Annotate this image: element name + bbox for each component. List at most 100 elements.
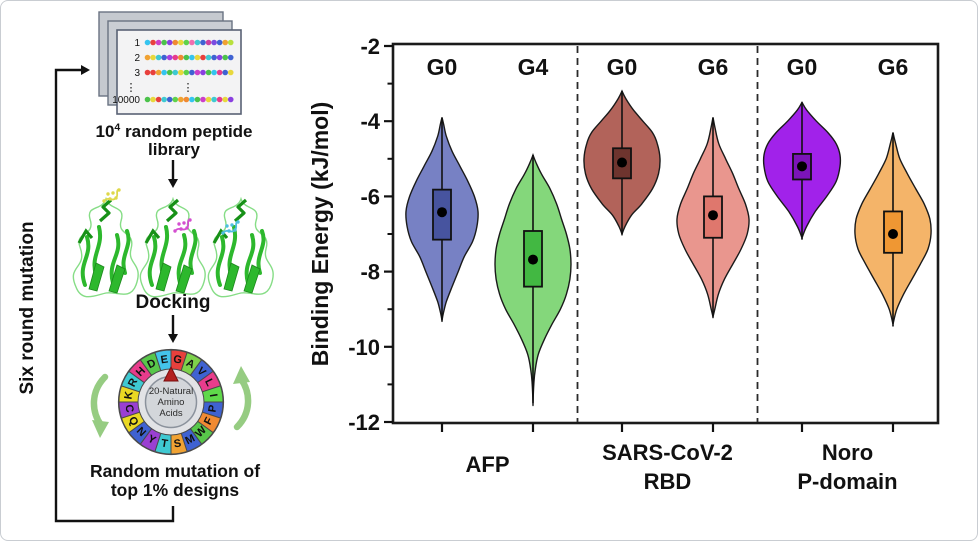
peptide-row-label: 2 <box>134 53 140 64</box>
peptide-residue-dot <box>178 96 184 103</box>
peptide-row: 1 <box>134 38 234 49</box>
wheel-center-line1: 20-Natural <box>148 386 194 397</box>
library-caption-superscript: 4 <box>114 121 121 133</box>
peptide-residue-dot <box>205 54 212 61</box>
peptide-residue-dot <box>189 39 195 46</box>
peptide-residue-dot <box>155 39 162 46</box>
peptide-residue-dot <box>178 69 184 76</box>
peptide-row: 2 <box>134 53 234 64</box>
peptide-residue-dot <box>183 96 190 103</box>
peptide-residue-dot <box>161 96 167 103</box>
mean-dot <box>437 207 447 218</box>
peptide-residue-dot <box>211 96 217 103</box>
violin-AFP-G4 <box>494 153 572 407</box>
library-caption-line2: library <box>148 139 200 159</box>
wheel-letter: T <box>160 438 169 451</box>
peptide-row-label: 10000 <box>112 95 140 106</box>
wheel-letter: K <box>122 390 135 400</box>
peptide-residue-dot <box>150 39 156 46</box>
violin-SARS-CoV-2-RBD-G0 <box>583 89 661 236</box>
rotation-arrow-left-icon <box>90 373 109 429</box>
peptide-residue-dot <box>166 69 173 76</box>
arrow-docking-to-mutation <box>168 315 178 343</box>
peptide-residue-dot <box>216 69 223 76</box>
wheel-letter: F <box>202 415 216 427</box>
peptide-residue-dot <box>222 54 228 61</box>
group-label-line1: SARS-CoV-2 <box>602 440 733 465</box>
peptide-residue-dot <box>200 39 206 46</box>
peptide-residue-dot <box>222 96 228 103</box>
protein-structure <box>207 196 274 298</box>
peptide-residue-dot <box>194 39 201 46</box>
row-ellipsis: ⋮ <box>126 82 137 94</box>
y-tick-label: -8 <box>360 260 380 285</box>
peptide-residue-dot <box>161 39 167 46</box>
peptide-residue-dot <box>227 39 234 46</box>
peptide-residue-dot <box>161 54 167 61</box>
peptide-residue-dot <box>150 54 156 61</box>
y-tick-label: -4 <box>360 109 380 134</box>
violin-Noro-P-domain-G0 <box>762 101 842 240</box>
peptide-row-label: 3 <box>134 68 140 79</box>
peptide-residue-dot <box>144 54 151 61</box>
peptide-residue-dot <box>194 54 201 61</box>
peptide-row-label: 1 <box>134 38 140 49</box>
wheel-center-line3: Acids <box>159 408 183 420</box>
violin-AFP-G0 <box>405 117 479 323</box>
peptide-residue-dot <box>172 54 179 61</box>
wheel-letter: C <box>122 404 135 414</box>
peptide-residue-dot <box>222 69 228 76</box>
docked-ligand <box>173 218 192 233</box>
y-tick-label: -6 <box>360 184 380 209</box>
peptide-residue-dot <box>211 54 217 61</box>
peptide-residue-dot <box>227 69 234 76</box>
violin-chart: -2 -4 -6 -8 -10 -12 Binding Energy (kJ/mol) G0 G… <box>307 34 940 494</box>
peptide-residue-dot <box>211 69 217 76</box>
six-round-mutation-label: Six round mutation <box>17 221 38 395</box>
wheel-letter: G <box>172 353 182 366</box>
peptide-residue-dot <box>183 69 190 76</box>
generation-label: G6 <box>878 54 909 80</box>
peptide-residue-dot <box>150 69 156 76</box>
mean-dot <box>617 157 627 168</box>
peptide-residue-dot <box>205 69 212 76</box>
peptide-residue-dot <box>189 96 195 103</box>
wheel-pointer-icon <box>163 365 179 382</box>
wheel-letter: S <box>173 437 182 450</box>
peptide-residue-dot <box>166 39 173 46</box>
peptide-residue-dot <box>144 39 151 46</box>
peptide-residue-dot <box>172 96 179 103</box>
wheel-letter: P <box>206 404 219 413</box>
docking-caption: Docking <box>135 292 211 313</box>
group-label: AFP <box>466 452 510 477</box>
peptide-residue-dot <box>211 39 217 46</box>
library-caption: 104 random peptide library <box>95 121 252 159</box>
mutation-caption: Random mutation of top 1% designs <box>90 462 260 499</box>
generation-label: G0 <box>427 54 458 80</box>
group-label-line2: RBD <box>644 469 692 494</box>
group-label-line1: Noro <box>822 440 873 465</box>
generation-label: G6 <box>698 54 729 80</box>
peptide-residue-dot <box>166 96 173 103</box>
y-tick-label: -12 <box>348 410 380 435</box>
protein-structure <box>139 196 206 298</box>
peptide-row: 3 <box>134 68 234 79</box>
docked-ligand <box>221 220 240 235</box>
mean-dot <box>797 161 807 172</box>
peptide-residue-dot <box>172 39 179 46</box>
generation-label: G0 <box>787 54 818 80</box>
peptide-residue-dot <box>155 69 162 76</box>
peptide-residue-dot <box>200 96 206 103</box>
dots-ellipsis: ⋮ <box>183 82 194 94</box>
peptide-residue-dot <box>155 54 162 61</box>
mutation-caption-line1: Random mutation of <box>89 461 261 481</box>
peptide-residue-dot <box>227 96 234 103</box>
library-caption-line1: 104 random peptide <box>95 121 252 141</box>
wheel-letter: I <box>207 393 219 398</box>
peptide-residue-dot <box>200 69 206 76</box>
peptide-residue-dot <box>216 54 223 61</box>
